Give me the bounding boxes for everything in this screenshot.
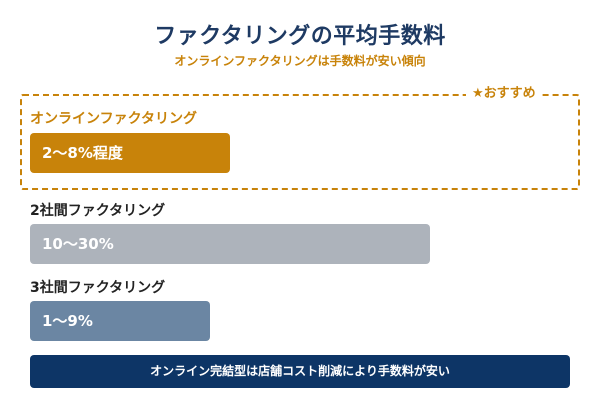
row-label-three-party: 3社間ファクタリング: [30, 280, 166, 296]
bar-value-two-party: 10〜30%: [42, 235, 114, 253]
bar-online: 2〜8%程度: [30, 133, 230, 173]
bar-three-party: 1〜9%: [30, 301, 210, 341]
chart-subtitle: オンラインファクタリングは手数料が安い傾向: [174, 54, 426, 68]
footer-banner: オンライン完結型は店舗コスト削減により手数料が安い: [30, 355, 570, 388]
row-label-online: オンラインファクタリング: [30, 111, 198, 127]
recommended-highlight-box: [20, 94, 580, 190]
recommended-badge: ★おすすめ: [466, 86, 542, 102]
bar-value-online: 2〜8%程度: [42, 144, 123, 162]
bar-two-party: 10〜30%: [30, 224, 430, 264]
bar-value-three-party: 1〜9%: [42, 312, 93, 330]
chart-title: ファクタリングの平均手数料: [154, 24, 446, 49]
row-label-two-party: 2社間ファクタリング: [30, 203, 166, 219]
